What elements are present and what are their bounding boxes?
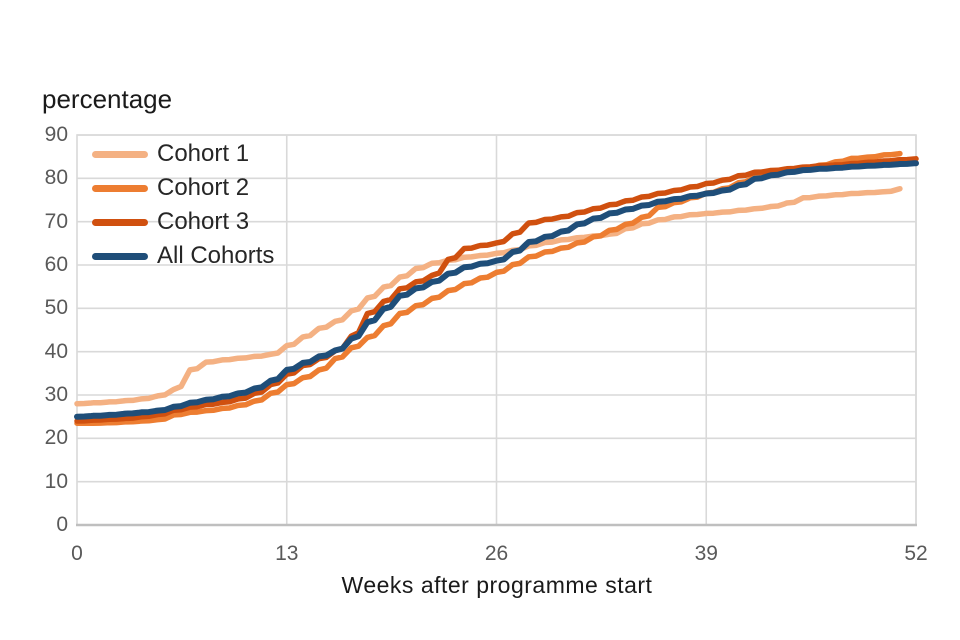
cohort-3-line-swatch: [92, 218, 148, 226]
cohort-1-line-swatch: [92, 150, 148, 158]
x-axis-title: Weeks after programme start: [341, 572, 653, 598]
x-tick-label: 26: [484, 542, 509, 565]
y-tick-label: 40: [44, 339, 68, 363]
x-tick-label: 0: [71, 542, 83, 565]
legend-item-cohort-2: Cohort 2: [92, 171, 274, 205]
y-tick-label: 30: [44, 383, 68, 406]
x-tick-label: 13: [275, 542, 299, 565]
y-tick-label: 50: [44, 296, 68, 320]
series-line-cohort-3: [74, 156, 919, 424]
legend-label: Cohort 3: [157, 208, 250, 235]
y-axis-title: percentage: [42, 84, 173, 114]
all-cohorts-line-swatch: [92, 252, 148, 260]
y-tick-label: 0: [56, 513, 68, 536]
legend: Cohort 1 Cohort 2 Cohort 3 All Cohorts: [92, 137, 274, 273]
y-tick-label: 20: [44, 426, 68, 450]
y-tick-label: 70: [44, 209, 68, 233]
y-tick-label: 90: [44, 123, 68, 146]
series-line-all-cohorts: [74, 160, 919, 420]
y-tick-label: 10: [44, 469, 68, 493]
series-line-cohort-1: [74, 185, 903, 407]
legend-item-all-cohorts: All Cohorts: [92, 239, 274, 273]
legend-label: All Cohorts: [157, 242, 275, 269]
legend-label: Cohort 2: [157, 174, 250, 201]
y-tick-label: 80: [44, 166, 68, 190]
legend-item-cohort-3: Cohort 3: [92, 205, 274, 239]
legend-item-cohort-1: Cohort 1: [92, 137, 274, 171]
legend-label: Cohort 1: [157, 140, 250, 167]
x-tick-label: 39: [694, 542, 718, 565]
y-tick-label: 60: [44, 253, 68, 276]
x-tick-label: 52: [904, 542, 928, 565]
cohort-2-line-swatch: [92, 184, 148, 192]
